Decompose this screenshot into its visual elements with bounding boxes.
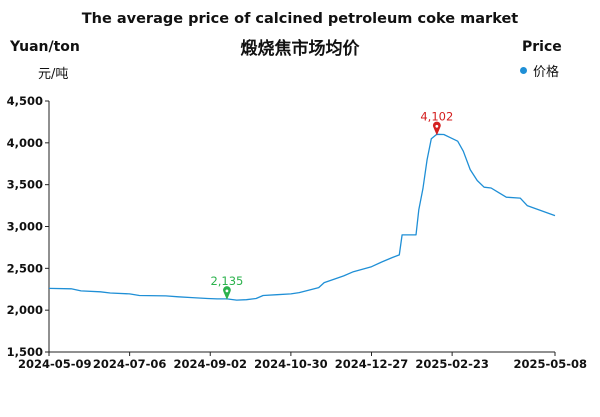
y-tick-label: 3,500 xyxy=(7,178,43,192)
y-tick-label: 4,500 xyxy=(7,94,43,108)
y-tick-label: 1,500 xyxy=(7,345,43,359)
legend-label: 价格 xyxy=(533,65,560,80)
x-tick-label: 2024-10-30 xyxy=(254,357,328,371)
max-value-label: 4,102 xyxy=(420,109,453,123)
y-tick-label: 4,000 xyxy=(7,136,43,150)
y-tick-label: 2,000 xyxy=(7,303,43,317)
chart-title: The average price of calcined petroleum … xyxy=(81,11,519,27)
x-tick-label: 2024-09-02 xyxy=(173,357,247,371)
series-line xyxy=(48,133,556,301)
y-axis-label-cn: 元/吨 xyxy=(38,67,69,82)
x-tick-label: 2024-07-06 xyxy=(93,357,167,371)
x-tick-label: 2024-05-09 xyxy=(18,357,92,371)
y-axis-label: Yuan/ton xyxy=(10,39,80,55)
chart-subtitle: 煅烧焦市场均价 xyxy=(240,39,360,59)
y-tick-label: 2,500 xyxy=(7,261,43,275)
max-marker-icon xyxy=(432,121,441,136)
legend-title: Price xyxy=(522,39,562,55)
x-tick-label: 2024-12-27 xyxy=(335,357,409,371)
min-marker-icon xyxy=(223,286,231,300)
min-marker-dot xyxy=(225,289,229,293)
x-tick-label: 2025-05-08 xyxy=(513,357,587,371)
x-tick-label: 2025-02-23 xyxy=(415,357,489,371)
legend-swatch xyxy=(520,67,527,74)
min-value-label: 2,135 xyxy=(210,274,243,288)
y-tick-label: 3,000 xyxy=(7,220,43,234)
legend[interactable]: 价格 xyxy=(520,61,559,80)
max-marker-dot xyxy=(435,124,439,128)
